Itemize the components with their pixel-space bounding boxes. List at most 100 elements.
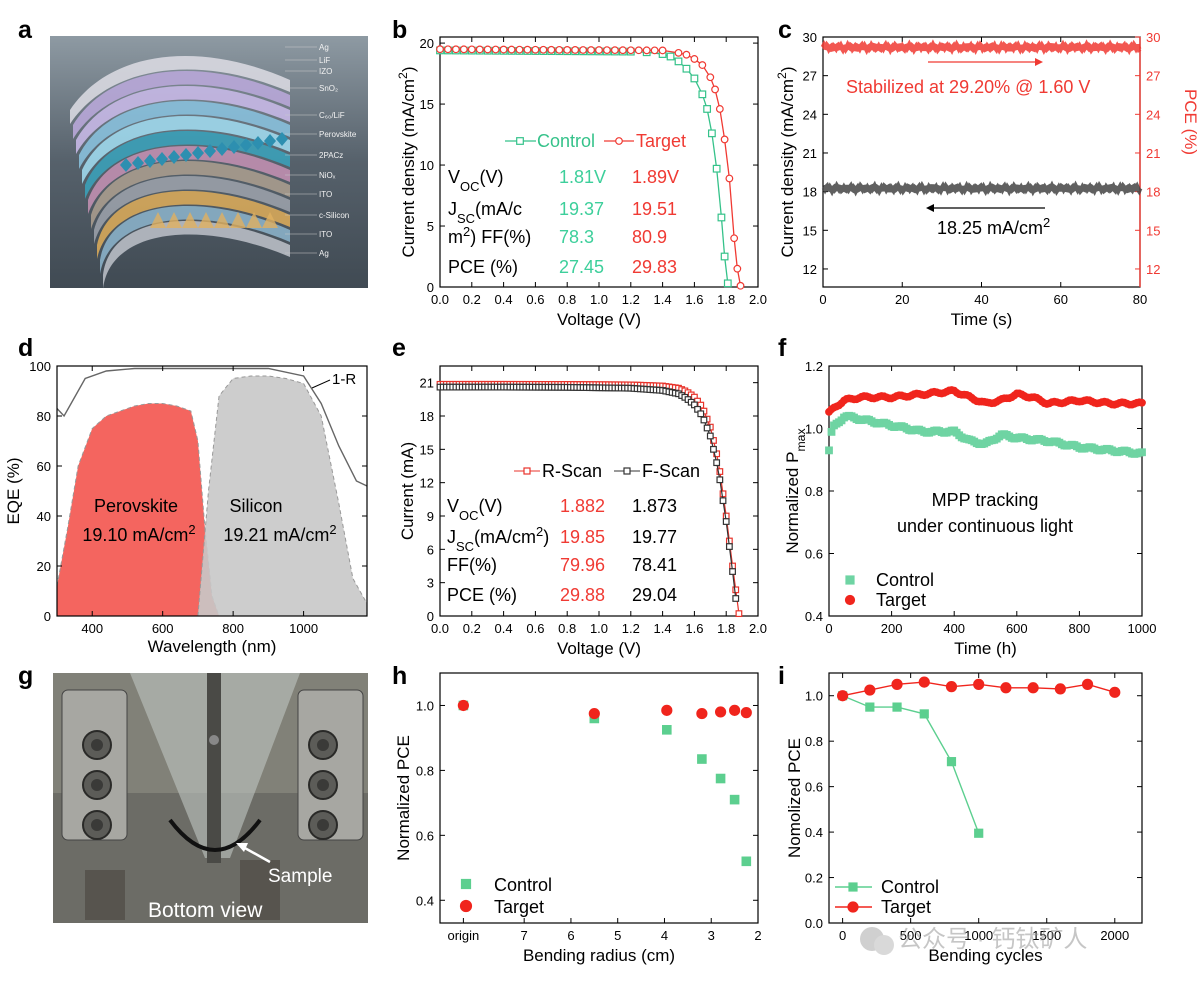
x-tick-label: 1.2 bbox=[622, 621, 640, 636]
layer-label: ITO bbox=[319, 230, 332, 239]
silicon-pyramid bbox=[214, 212, 230, 228]
sample-arrow-head bbox=[236, 843, 248, 852]
device-layer bbox=[97, 191, 290, 259]
y-axis-label: Normalized Pmax bbox=[783, 428, 808, 553]
table-row-label: JSC(mA/c bbox=[448, 199, 522, 226]
x-tick-label: 0.8 bbox=[558, 621, 576, 636]
data-point bbox=[719, 490, 727, 498]
table-cell-r: 29.88 bbox=[560, 585, 605, 605]
data-point bbox=[722, 518, 730, 525]
layer-label: LiF bbox=[319, 56, 330, 65]
x-tick-label: 400 bbox=[81, 621, 103, 636]
y-tick-label: 40 bbox=[37, 509, 51, 524]
y-tick-label: 100 bbox=[29, 359, 51, 374]
label-leader bbox=[311, 379, 331, 389]
perovskite-octahedron bbox=[132, 156, 144, 170]
y-tick-label: 18 bbox=[420, 409, 434, 424]
data-point bbox=[706, 73, 715, 82]
x-tick-label: 3 bbox=[708, 928, 715, 943]
perovskite-octahedron bbox=[156, 152, 168, 166]
x-tick-label: 0 bbox=[819, 292, 826, 307]
panel-letter-e: e bbox=[392, 334, 406, 362]
data-point bbox=[719, 497, 727, 505]
data-point bbox=[444, 45, 452, 54]
table-cell-f: 78.41 bbox=[632, 555, 677, 575]
data-point bbox=[516, 137, 524, 145]
photo-shadow bbox=[240, 860, 280, 920]
legend: Control Target bbox=[505, 131, 686, 151]
y-tick-label: 6 bbox=[427, 542, 434, 557]
plot-frame bbox=[828, 672, 1143, 924]
y-tick-label: 60 bbox=[37, 459, 51, 474]
x-tick-label: 1000 bbox=[289, 621, 318, 636]
screw-hole bbox=[91, 819, 103, 831]
data-point bbox=[973, 678, 985, 690]
x-tick-label: 0.4 bbox=[495, 292, 513, 307]
layer-label: IZO bbox=[319, 67, 332, 76]
y-tick-label: 0.4 bbox=[416, 893, 434, 908]
x-tick-label: 1.0 bbox=[590, 621, 608, 636]
x-tick-label: 2.0 bbox=[749, 621, 767, 636]
panel-h-chart: origin 7 6 5 4 3 2 0.4 0.6 0.8 1.0 Bending radius (… bbox=[394, 672, 762, 965]
data-point bbox=[1138, 398, 1146, 407]
x-tick-label: 0 bbox=[825, 621, 832, 636]
x-tick-label: 0.8 bbox=[558, 292, 576, 307]
sample-label: Sample bbox=[268, 866, 332, 887]
data-point bbox=[634, 46, 643, 55]
x-axis-label: Voltage (V) bbox=[557, 310, 641, 329]
data-point bbox=[946, 757, 957, 767]
silicon-pyramid bbox=[166, 212, 182, 228]
y-tick-label: 0 bbox=[427, 609, 434, 624]
y-tick-label: 24 bbox=[803, 107, 817, 122]
data-point bbox=[467, 45, 476, 54]
plot-frame bbox=[439, 365, 759, 617]
clamp-right bbox=[297, 689, 364, 841]
silicon-pyramid bbox=[182, 212, 198, 228]
legend-label: Target bbox=[876, 590, 926, 610]
table-row-label: PCE (%) bbox=[447, 585, 517, 605]
screw-hole bbox=[317, 819, 329, 831]
plot-frame bbox=[822, 36, 1141, 288]
table-cell-target: 80.9 bbox=[632, 227, 667, 247]
data-point bbox=[690, 55, 699, 63]
data-point bbox=[712, 164, 721, 173]
data-point bbox=[697, 754, 707, 764]
watermark: 公众号 · 钙钛矿人 bbox=[860, 926, 1087, 955]
data-point bbox=[729, 794, 740, 805]
x-tick-label: 1000 bbox=[964, 928, 993, 943]
data-point bbox=[844, 594, 856, 606]
layer-label: c-Silicon bbox=[319, 211, 349, 220]
data-point bbox=[507, 45, 516, 54]
panel-letter-g: g bbox=[18, 662, 33, 690]
x-tick-label: 0.2 bbox=[463, 292, 481, 307]
perovskite-octahedron bbox=[144, 154, 156, 168]
table-row-label: m2) FF(%) bbox=[448, 224, 531, 248]
y-axis-label: Current density (mA/cm2) bbox=[396, 66, 418, 257]
data-point bbox=[827, 427, 836, 436]
data-point bbox=[1109, 686, 1121, 698]
table-cell-control: 27.45 bbox=[559, 257, 604, 277]
data-point bbox=[715, 105, 724, 113]
layer-label: SnO₂ bbox=[319, 84, 338, 93]
data-point bbox=[735, 610, 743, 618]
data-point bbox=[1000, 682, 1012, 694]
data-point bbox=[713, 459, 721, 467]
layer-label: 2PACz bbox=[319, 151, 343, 160]
panel-a-illustration: Ag LiF IZO SnO₂ C₆₀/LiF Perovskite 2PACz NiOₓ IT… bbox=[50, 36, 368, 289]
x-tick-label: 2000 bbox=[1100, 928, 1129, 943]
bent-sample bbox=[168, 818, 262, 852]
data-point bbox=[720, 135, 729, 144]
table-cell-control: 1.81V bbox=[559, 167, 606, 187]
area-name: Perovskite bbox=[94, 496, 178, 516]
current-annotation: 18.25 mA/cm2 bbox=[937, 215, 1050, 239]
layer-label: NiOₓ bbox=[319, 171, 336, 180]
data-point bbox=[729, 568, 736, 575]
data-point bbox=[460, 878, 472, 890]
screw-hole bbox=[317, 739, 329, 751]
data-point bbox=[615, 137, 623, 145]
table-cell-control: 19.37 bbox=[559, 199, 604, 219]
y-tick-label: 0.2 bbox=[805, 871, 823, 886]
area-name: Silicon bbox=[229, 496, 282, 516]
